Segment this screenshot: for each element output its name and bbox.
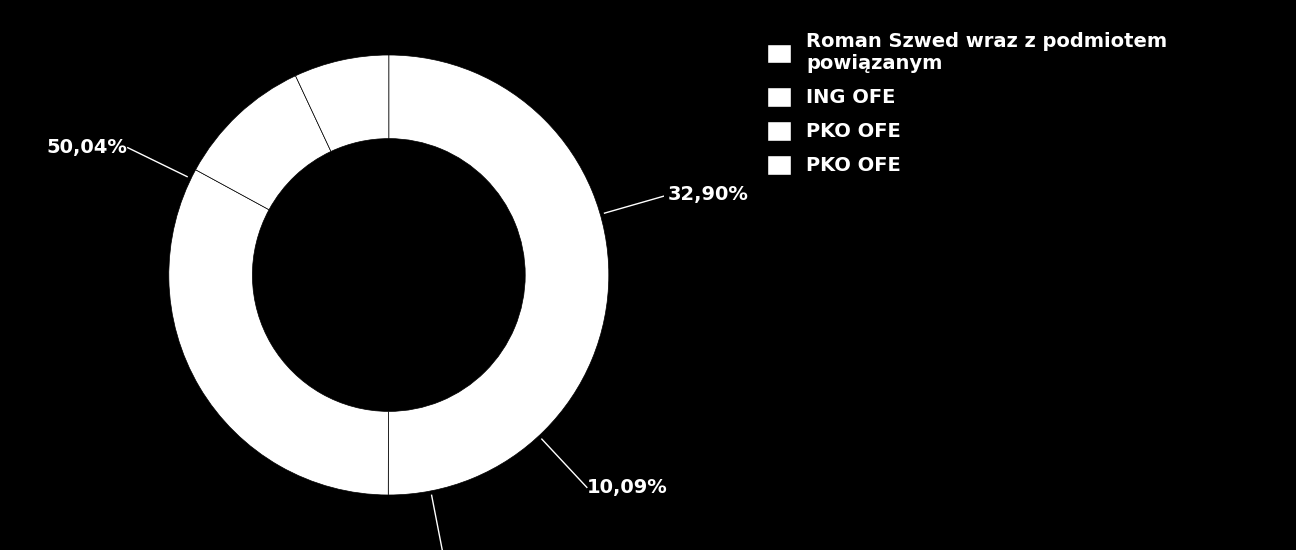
Text: 10,09%: 10,09% [587, 478, 667, 497]
Wedge shape [389, 55, 609, 495]
Wedge shape [295, 55, 389, 151]
Wedge shape [196, 76, 330, 210]
Wedge shape [168, 170, 389, 495]
Text: 50,04%: 50,04% [47, 138, 128, 157]
Legend: Roman Szwed wraz z podmiotem
powiązanym, ING OFE, PKO OFE, PKO OFE: Roman Szwed wraz z podmiotem powiązanym,… [762, 26, 1173, 182]
Text: 32,90%: 32,90% [667, 185, 749, 205]
